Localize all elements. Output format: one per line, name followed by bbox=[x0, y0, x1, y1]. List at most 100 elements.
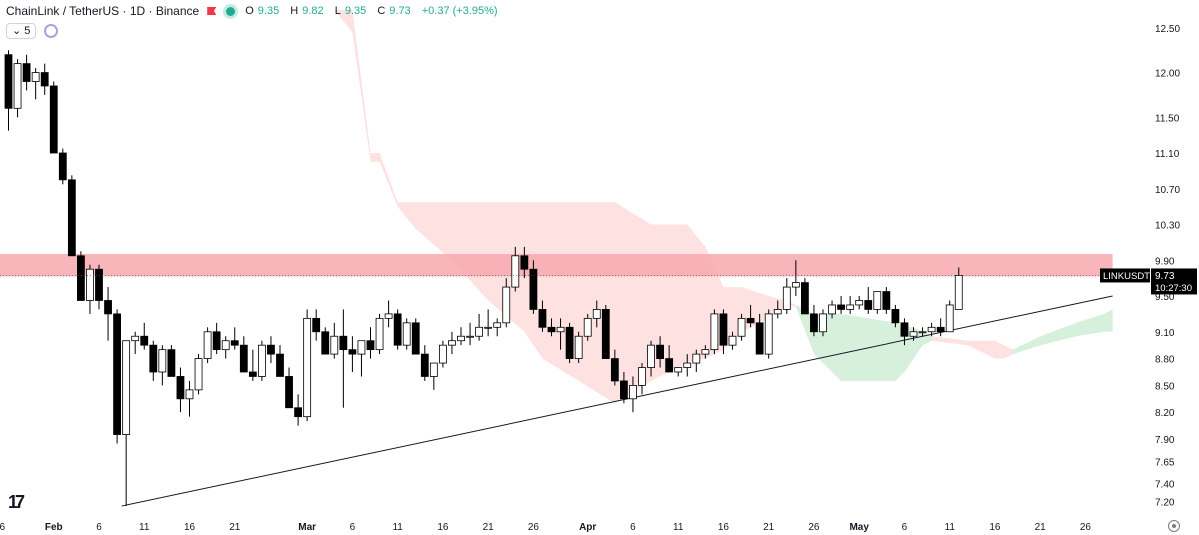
x-tick-label: 6 bbox=[630, 522, 636, 533]
bullish-candle bbox=[357, 340, 366, 377]
x-tick-label: 11 bbox=[945, 522, 956, 533]
y-tick-label: 9.50 bbox=[1155, 292, 1175, 303]
bullish-candle bbox=[710, 309, 719, 355]
candle-body bbox=[764, 313, 773, 355]
candle-body bbox=[710, 313, 719, 351]
settings-gear-icon[interactable] bbox=[1168, 520, 1180, 532]
bullish-candle bbox=[782, 278, 791, 314]
bullish-candle bbox=[728, 331, 737, 350]
bullish-candle bbox=[927, 322, 936, 337]
bullish-candle bbox=[819, 309, 827, 337]
candle-body bbox=[167, 349, 176, 377]
candle-body bbox=[294, 407, 303, 418]
bearish-candle bbox=[411, 318, 420, 355]
bullish-candle bbox=[574, 331, 583, 364]
candle-body bbox=[629, 384, 637, 400]
bullish-candle bbox=[86, 264, 94, 314]
candle-body bbox=[131, 335, 140, 342]
x-tick-label: 11 bbox=[673, 522, 684, 533]
bullish-candle bbox=[773, 300, 782, 319]
x-tick-label: 6 bbox=[96, 522, 102, 533]
bearish-candle bbox=[665, 345, 674, 373]
symbol-title[interactable]: ChainLink / TetherUS · 1D · Binance bbox=[6, 4, 200, 18]
bullish-candle bbox=[158, 345, 167, 386]
bearish-candle bbox=[113, 309, 121, 444]
candle-body bbox=[67, 179, 76, 257]
x-tick-label: 16 bbox=[184, 522, 196, 533]
bullish-candle bbox=[448, 331, 456, 355]
bullish-candle bbox=[737, 313, 746, 341]
low-value: L 9.35 bbox=[334, 5, 367, 17]
bullish-candle bbox=[303, 309, 312, 422]
candle-body bbox=[601, 309, 610, 359]
bullish-candle bbox=[873, 291, 882, 314]
bearish-candle bbox=[22, 54, 31, 91]
candle-body bbox=[520, 255, 529, 270]
candle-body bbox=[321, 331, 330, 355]
x-tick-label: 26 bbox=[808, 522, 820, 533]
bullish-candle bbox=[855, 296, 864, 310]
bearish-cloud-tail bbox=[931, 336, 1014, 359]
bullish-candle bbox=[221, 336, 230, 359]
y-tick-label: 9.90 bbox=[1155, 256, 1175, 267]
collapse-indicators-button[interactable]: ⌄ 5 bbox=[6, 23, 37, 39]
y-tick-label: 8.50 bbox=[1155, 381, 1175, 392]
candle-body bbox=[873, 291, 882, 310]
candle-body bbox=[927, 326, 936, 333]
candle-body bbox=[936, 326, 945, 333]
bearish-candle bbox=[547, 318, 556, 337]
candle-body bbox=[801, 282, 809, 315]
bearish-candle bbox=[40, 63, 49, 95]
bullish-candle bbox=[909, 327, 918, 341]
x-tick-label: 21 bbox=[483, 522, 495, 533]
price-tag-symbol: LINKUSDT bbox=[1103, 271, 1150, 282]
bullish-candle bbox=[185, 380, 194, 417]
candle-body bbox=[22, 63, 31, 82]
bearish-candle bbox=[230, 327, 239, 350]
ohlc-readout: O 9.35 H 9.82 L 9.35 C 9.73 +0.37 (+3.95%) bbox=[245, 5, 501, 17]
bearish-candle bbox=[801, 278, 809, 315]
candle-body bbox=[773, 309, 782, 315]
y-tick-label: 7.40 bbox=[1155, 480, 1175, 491]
bullish-candle bbox=[457, 327, 465, 346]
bearish-candle bbox=[149, 340, 158, 381]
candle-body bbox=[954, 275, 963, 310]
candle-body bbox=[49, 85, 58, 154]
y-tick-label: 8.80 bbox=[1155, 355, 1175, 366]
bullish-candle bbox=[438, 340, 447, 368]
candle-body bbox=[384, 313, 393, 319]
y-tick-label: 10.70 bbox=[1155, 185, 1180, 196]
bullish-candle bbox=[13, 59, 22, 118]
candle-body bbox=[728, 335, 737, 346]
candle-body bbox=[529, 268, 538, 310]
bullish-candle bbox=[375, 313, 384, 355]
candle-body bbox=[366, 340, 375, 351]
bearish-candle bbox=[95, 264, 103, 310]
candle-body bbox=[239, 344, 248, 373]
candle-body bbox=[203, 331, 212, 359]
bullish-candle bbox=[122, 340, 131, 507]
tradingview-logo[interactable]: 17 bbox=[8, 492, 25, 512]
candle-body bbox=[402, 322, 411, 346]
price-tag-symbol-bg bbox=[1100, 268, 1150, 283]
bearish-candle bbox=[864, 287, 873, 314]
bearish-candle bbox=[746, 304, 755, 328]
candle-body bbox=[864, 300, 873, 310]
candle-body bbox=[312, 317, 321, 333]
bullish-candle bbox=[475, 313, 484, 341]
bearish-candle bbox=[176, 367, 185, 413]
candle-body bbox=[511, 255, 520, 288]
candle-body bbox=[95, 268, 103, 301]
bearish-candle bbox=[891, 304, 900, 328]
indicator-icon[interactable] bbox=[44, 24, 59, 38]
bearish-candle bbox=[900, 318, 909, 346]
bearish-candle bbox=[348, 336, 357, 372]
candle-body bbox=[665, 358, 674, 373]
candle-body bbox=[113, 313, 121, 435]
candle-body bbox=[420, 353, 429, 377]
candle-body bbox=[267, 344, 275, 355]
candle-body bbox=[393, 313, 402, 346]
bearish-candle bbox=[167, 345, 176, 377]
flag-icon[interactable] bbox=[207, 7, 217, 15]
